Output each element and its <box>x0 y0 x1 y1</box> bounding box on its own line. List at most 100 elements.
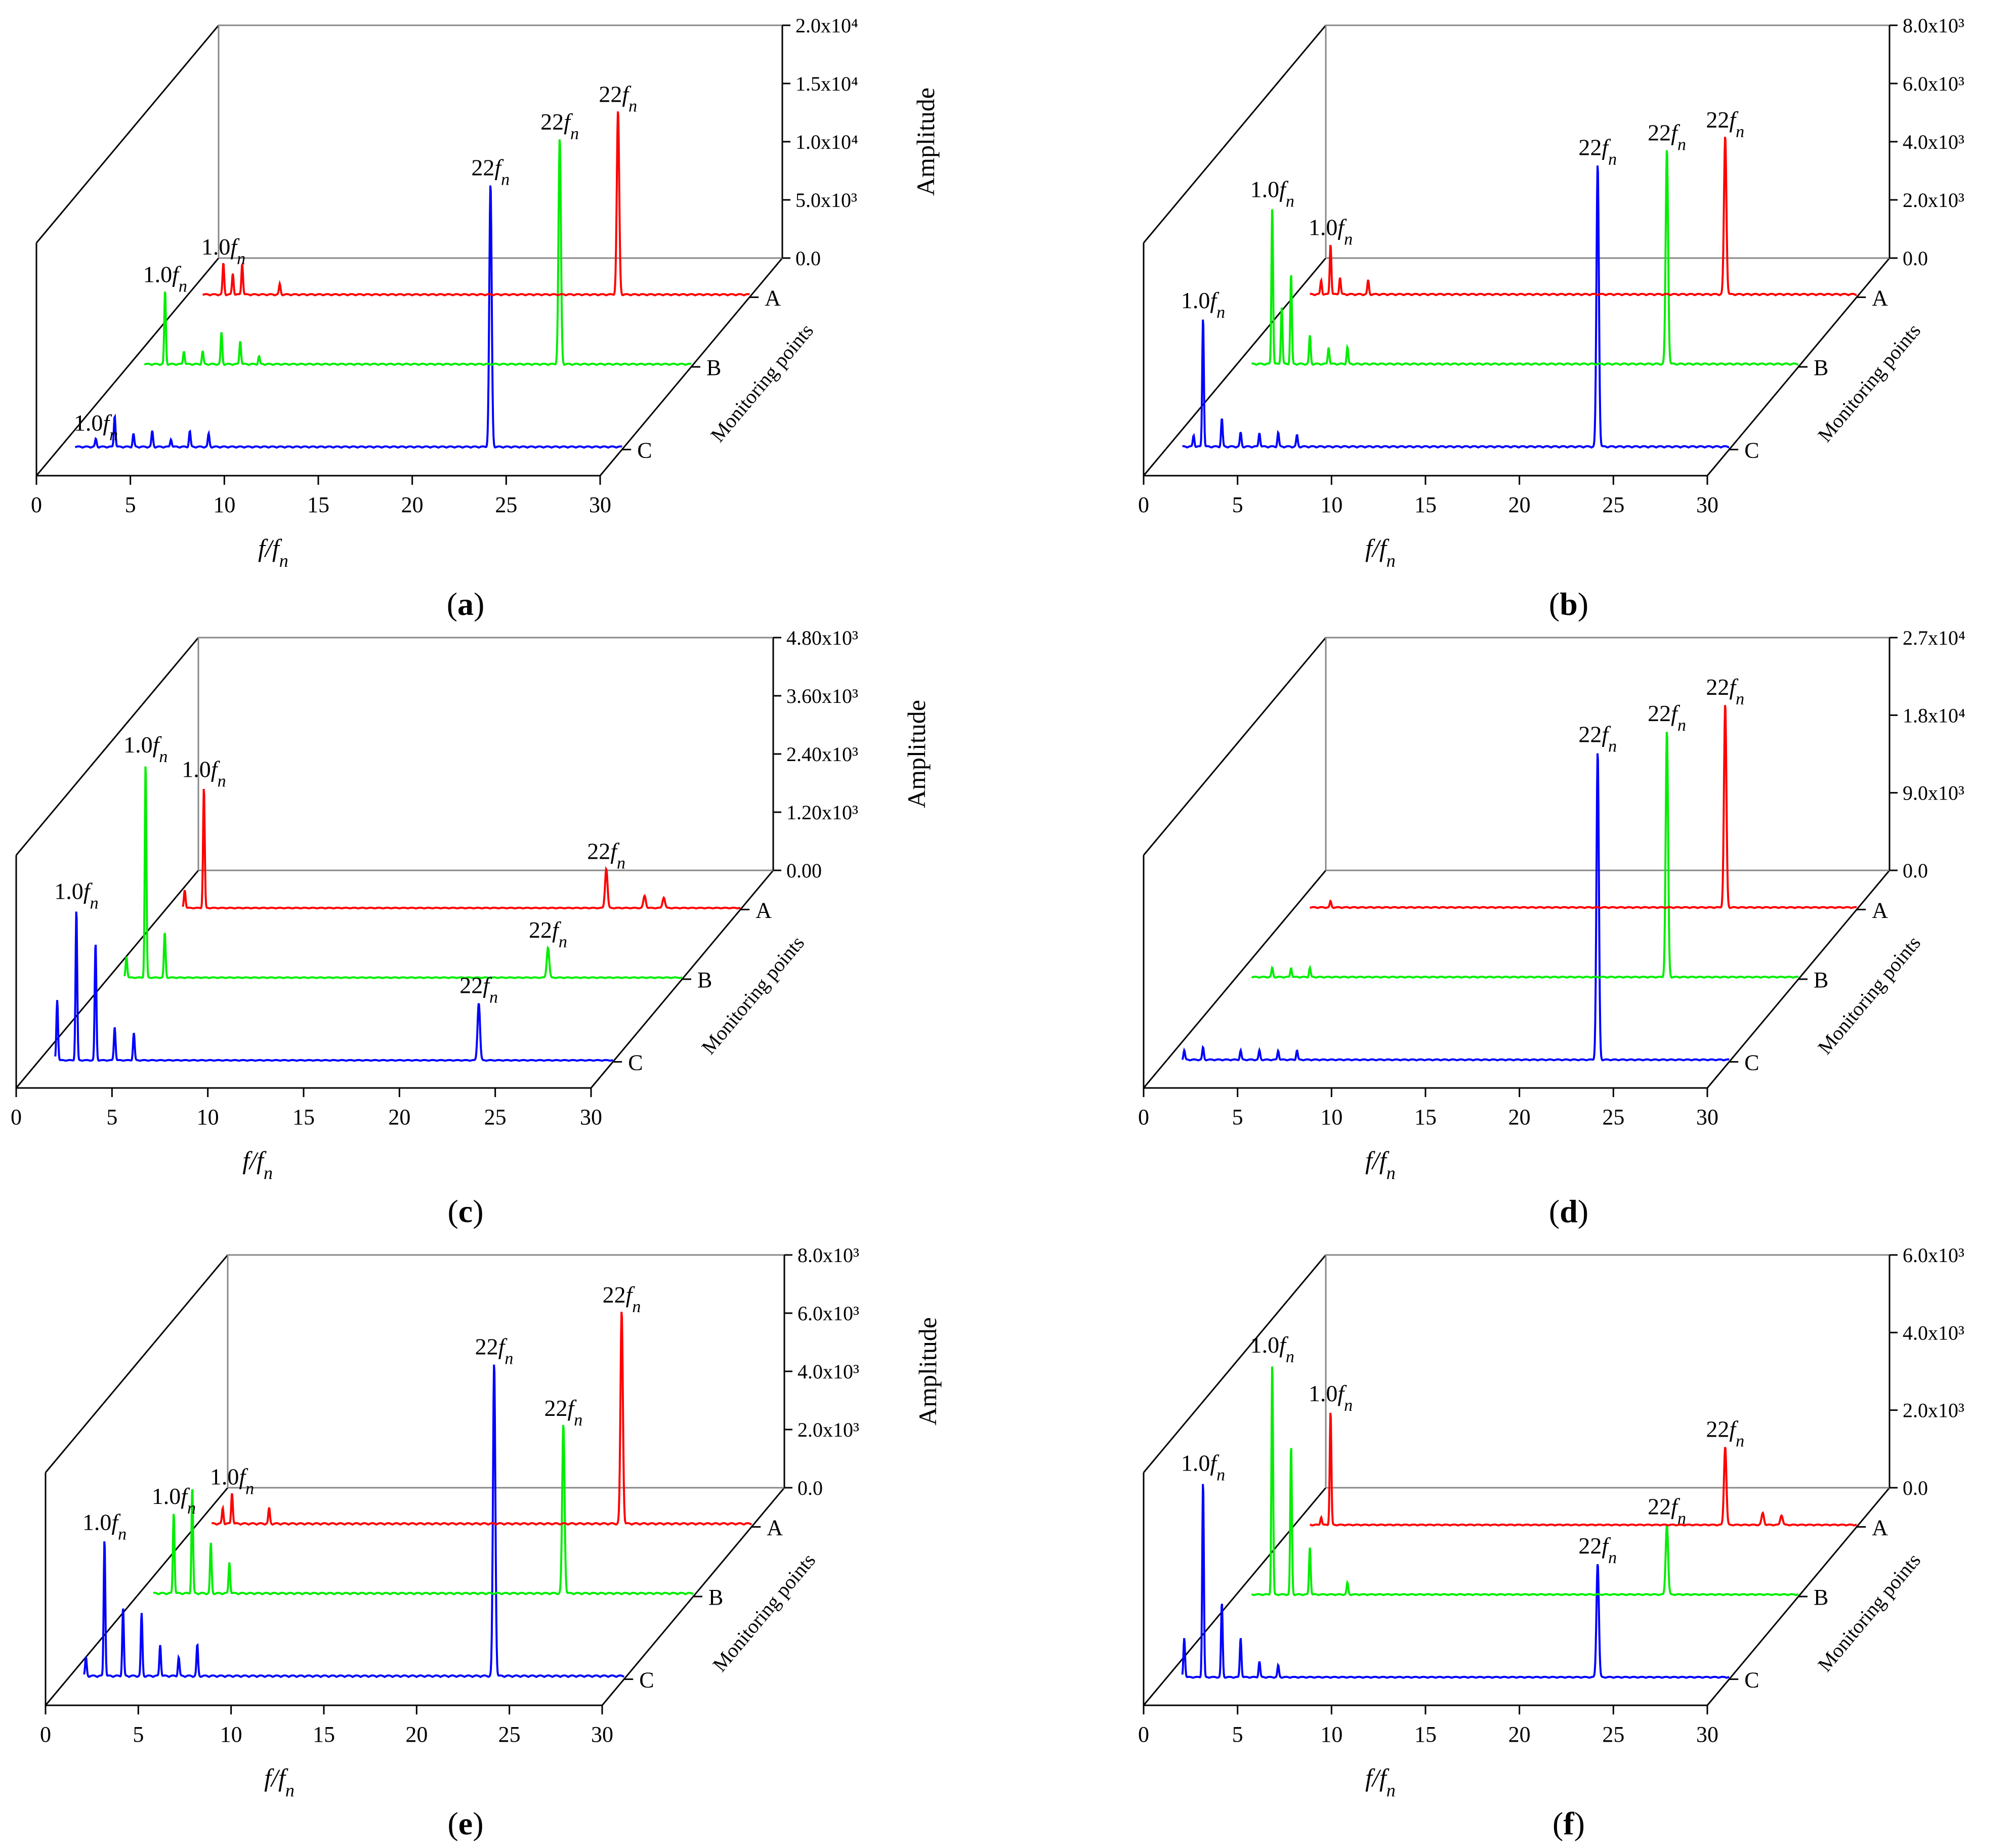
x-tick-label: 10 <box>220 1722 242 1747</box>
x-tick-label: 20 <box>1508 492 1531 517</box>
x-tick-label: 0 <box>11 1105 22 1129</box>
amplitude-tick-label: 8.0x10³ <box>1903 14 1964 37</box>
depth-tick-label-A: A <box>765 285 781 310</box>
panel-caption: (a) <box>447 586 485 622</box>
x-axis-title: f/fn <box>1365 534 1396 571</box>
peak-label: 22fn <box>1578 721 1617 756</box>
peak-label: 22fn <box>599 81 637 115</box>
amplitude-tick-label: 4.0x10³ <box>797 1360 859 1383</box>
x-axis-title: f/fn <box>258 534 288 571</box>
amplitude-tick-label: 0.0 <box>795 247 821 270</box>
left-wall-top <box>1143 1254 1327 1473</box>
depth-tick-label-A: A <box>767 1515 783 1540</box>
x-tick-label: 10 <box>1320 1722 1342 1747</box>
peak-label: 1.0fn <box>1181 1450 1225 1484</box>
depth-tick-label-B: B <box>1814 1585 1828 1610</box>
peak-label: 22fn <box>587 838 625 872</box>
series-line-B <box>153 1424 694 1596</box>
x-tick-label: 15 <box>313 1722 335 1747</box>
amplitude-tick-label: 0.00 <box>786 859 822 882</box>
amplitude-tick-label: 2.40x10³ <box>786 743 858 766</box>
x-tick-label: 0 <box>1138 1722 1149 1747</box>
depth-tick-label-B: B <box>1814 968 1828 992</box>
panel-b: 0 5 10 15 20 25 30 f/fn 0.0 2.0x10³ 4.0x10³ 6.0x10³… <box>1138 14 1964 622</box>
series-line-B <box>1251 1366 1799 1597</box>
panel-a: 0 5 10 15 20 25 30 f/fn 0.0 5.0x10³ 1.0x10⁴ 1.5x10⁴… <box>31 14 940 622</box>
left-wall-top <box>1143 637 1327 856</box>
amplitude-tick-label: 0.0 <box>1903 1477 1928 1499</box>
series-line-A <box>211 1312 752 1526</box>
x-tick-label: 25 <box>484 1105 507 1129</box>
depth-tick-label-B: B <box>706 355 721 380</box>
x-tick-label: 30 <box>589 492 611 517</box>
amplitude-axis-title: Amplitude <box>902 700 931 808</box>
amplitude-tick-label: 2.0x10⁴ <box>795 14 858 37</box>
depth-tick-label-C: C <box>637 438 652 463</box>
peak-label: 22fn <box>1648 700 1686 735</box>
x-tick-label: 30 <box>1696 492 1718 517</box>
depth-edge-left <box>35 258 220 476</box>
x-tick-label: 0 <box>31 492 42 517</box>
left-wall-top <box>45 1254 229 1473</box>
x-tick-label: 5 <box>125 492 136 517</box>
peak-label: 1.0fn <box>1309 215 1353 249</box>
amplitude-tick-label: 6.0x10³ <box>1903 72 1964 95</box>
amplitude-tick-label: 8.0x10³ <box>797 1244 859 1267</box>
x-tick-label: 0 <box>40 1722 51 1747</box>
x-tick-label: 25 <box>495 492 517 517</box>
series-line-A <box>1309 705 1857 909</box>
x-tick-label: 5 <box>106 1105 117 1129</box>
amplitude-tick-label: 1.0x10⁴ <box>795 131 858 153</box>
peak-label: 22fn <box>1706 1416 1744 1450</box>
amplitude-tick-label: 6.0x10³ <box>797 1302 859 1325</box>
series-line-B <box>123 766 683 979</box>
x-tick-label: 20 <box>405 1722 428 1747</box>
series-line-C <box>1182 165 1730 449</box>
series-line-C <box>74 185 622 449</box>
x-tick-label: 10 <box>197 1105 219 1129</box>
peak-label: 22fn <box>1648 119 1686 154</box>
amplitude-tick-label: 3.60x10³ <box>786 685 858 707</box>
peak-label: 1.0fn <box>143 261 187 296</box>
depth-tick-label-C: C <box>628 1050 643 1075</box>
amplitude-tick-label: 6.0x10³ <box>1903 1244 1964 1267</box>
x-tick-label: 30 <box>591 1722 613 1747</box>
series-line-A <box>1310 137 1857 297</box>
depth-axis-title: Monitoring points <box>1813 319 1925 446</box>
peak-label: 22fn <box>1706 107 1744 141</box>
panel-caption: (d) <box>1549 1193 1588 1229</box>
depth-tick-label-A: A <box>1872 285 1888 310</box>
x-tick-label: 5 <box>1232 492 1243 517</box>
panel-d: 0 5 10 15 20 25 30 f/fn 0.0 9.0x10³ 1.8x10⁴ 2.7x10⁴… <box>1138 626 1965 1229</box>
panel-caption: (b) <box>1549 586 1588 622</box>
amplitude-tick-label: 1.20x10³ <box>786 801 858 824</box>
x-tick-label: 15 <box>1414 492 1437 517</box>
x-tick-label: 15 <box>307 492 329 517</box>
x-tick-label: 30 <box>580 1105 602 1129</box>
depth-edge-left <box>1143 870 1327 1088</box>
series-line-B <box>144 139 692 366</box>
x-tick-label: 30 <box>1696 1722 1718 1747</box>
panel-c: 0 5 10 15 20 25 30 f/fn 0.00 1.20x10³ 2.40x10³ 3.60… <box>11 626 931 1229</box>
depth-tick-label-C: C <box>1744 438 1759 463</box>
x-tick-label: 25 <box>1602 1105 1624 1129</box>
amplitude-tick-label: 2.7x10⁴ <box>1903 626 1965 649</box>
depth-tick-label-C: C <box>1744 1050 1759 1075</box>
x-tick-label: 5 <box>133 1722 144 1747</box>
depth-axis-title: Monitoring points <box>1813 932 1925 1059</box>
amplitude-tick-label: 4.80x10³ <box>786 626 858 649</box>
x-tick-label: 25 <box>1602 492 1624 517</box>
peak-label: 1.0fn <box>152 1483 196 1518</box>
depth-edge-left <box>1143 1487 1327 1706</box>
x-axis-title: f/fn <box>1365 1146 1396 1183</box>
amplitude-axis-title: Amplitude <box>911 88 940 196</box>
depth-tick-label-A: A <box>1872 898 1888 922</box>
depth-tick-label-C: C <box>639 1667 654 1692</box>
peak-label: 1.0fn <box>1250 176 1294 211</box>
x-tick-label: 10 <box>1320 1105 1342 1129</box>
depth-tick-label-A: A <box>755 898 772 922</box>
amplitude-axis-title: Amplitude <box>913 1317 942 1425</box>
depth-tick-label-B: B <box>1814 355 1828 380</box>
x-tick-label: 10 <box>213 492 235 517</box>
